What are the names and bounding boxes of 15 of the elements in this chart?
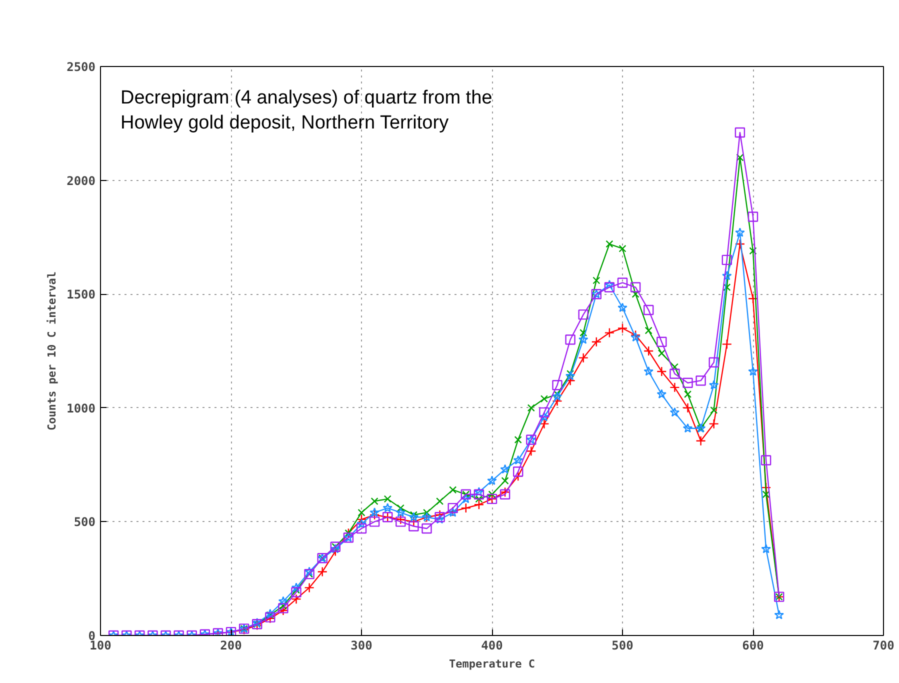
y-tick-label: 1500 [66,288,96,302]
text: Decrepigram (4 analyses) of quartz from the Howley gold deposit, Northern Territory [120,88,492,134]
y-tick-label: 2500 [66,60,96,74]
x-tick-label: 400 [481,638,503,652]
x-tick-label: 100 [90,638,112,652]
y-tick-label: 2000 [66,174,96,188]
x-tick-label: 200 [220,638,242,652]
x-tick-label: 500 [612,638,634,652]
x-tick-label: 300 [350,638,372,652]
y-axis-title: Counts per 10 C interval [46,272,59,430]
y-tick-label: 500 [74,515,96,530]
x-axis-title: Temperature C [448,658,536,670]
x-tick-label: 700 [872,638,894,652]
x-tick-label: 600 [742,638,764,652]
y-tick-label: 1000 [66,401,96,416]
